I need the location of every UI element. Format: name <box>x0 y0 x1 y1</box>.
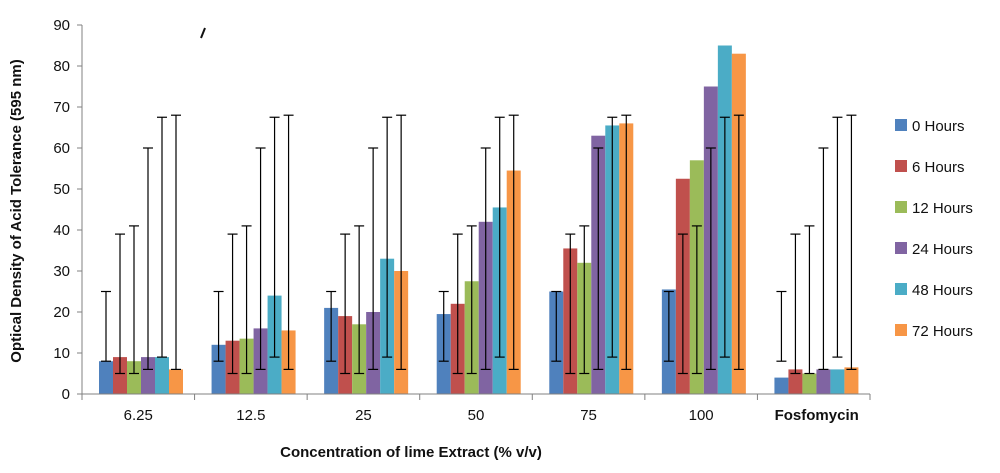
y-tick-label: 80 <box>53 58 70 75</box>
bar <box>830 369 845 394</box>
bar <box>816 369 831 394</box>
legend-swatch <box>895 242 907 254</box>
y-tick-label: 40 <box>53 222 70 239</box>
y-tick-label: 0 <box>62 386 70 403</box>
legend-label: 12 Hours <box>912 200 973 217</box>
bar <box>127 361 141 394</box>
bar <box>802 373 817 394</box>
x-tick-label: 25 <box>355 407 372 424</box>
y-tick-label: 30 <box>53 263 70 280</box>
bar <box>99 361 113 394</box>
bar <box>844 367 859 394</box>
legend-swatch <box>895 201 907 213</box>
bar <box>774 377 789 394</box>
legend-label: 72 Hours <box>912 323 973 340</box>
axes-layer: 0 10 20 30 40 50 60 70 80 90 6.25 12.5 25 50 75 100 Fosf… <box>53 17 871 424</box>
bar <box>155 357 169 394</box>
y-tick-label: 60 <box>53 140 70 157</box>
x-tick-label: Fosfomycin <box>775 407 859 424</box>
y-tick-label: 10 <box>53 345 70 362</box>
bar <box>211 344 226 394</box>
legend-label: 24 Hours <box>912 241 973 258</box>
stray-mark <box>200 27 206 39</box>
legend-label: 0 Hours <box>912 118 965 135</box>
y-axis-title: Optical Density of Acid Tolerance (595 n… <box>8 59 25 362</box>
x-tick-label: 50 <box>468 407 485 424</box>
y-tick-label: 20 <box>53 304 70 321</box>
bars-layer <box>99 45 859 395</box>
y-tick-label: 70 <box>53 99 70 116</box>
y-tick-label: 50 <box>53 181 70 198</box>
bar <box>141 357 155 394</box>
legend-label: 48 Hours <box>912 282 973 299</box>
x-tick-label: 6.25 <box>124 407 153 424</box>
legend-swatch <box>895 283 907 295</box>
legend: 0 Hours 6 Hours 12 Hours 24 Hours 48 Hours 72… <box>895 118 973 340</box>
legend-swatch <box>895 119 907 131</box>
x-tick-label: 100 <box>689 407 714 424</box>
legend-swatch <box>895 160 907 172</box>
error-bars-layer <box>101 114 857 375</box>
y-tick-label: 90 <box>53 17 70 34</box>
legend-swatch <box>895 324 907 336</box>
x-tick-label: 75 <box>580 407 597 424</box>
x-axis-title: Concentration of lime Extract (% v/v) <box>280 444 542 461</box>
bar <box>169 369 183 394</box>
x-tick-label: 12.5 <box>236 407 265 424</box>
bar <box>113 357 127 394</box>
bar <box>788 369 803 394</box>
legend-label: 6 Hours <box>912 159 965 176</box>
